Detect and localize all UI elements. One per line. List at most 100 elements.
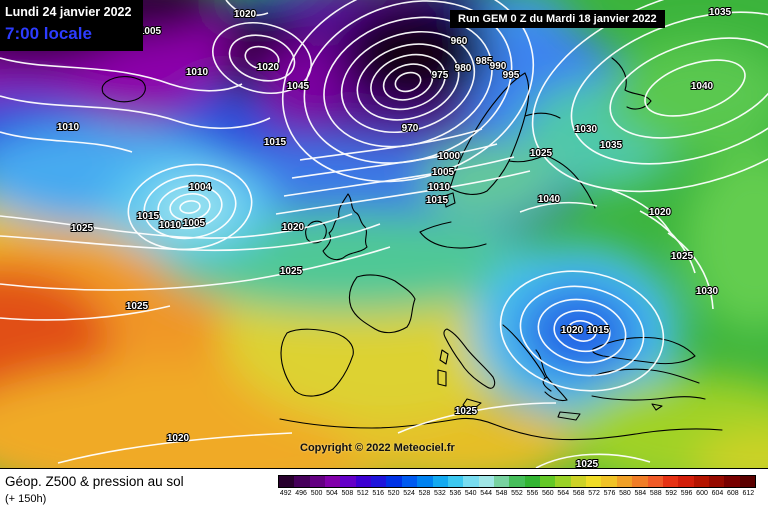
scale-tick: 572 (588, 490, 600, 497)
pressure-label: 1010 (186, 67, 209, 78)
scale-tick: 512 (356, 490, 369, 497)
pressure-label: 1010 (159, 220, 182, 231)
scale-segment (662, 476, 679, 487)
pressure-label: 960 (451, 36, 468, 47)
scale-tick: 524 (403, 490, 415, 497)
scale-tick: 596 (680, 490, 693, 497)
scale-tick: 504 (326, 490, 338, 497)
scale-tick: 612 (742, 490, 755, 497)
scale-segment (724, 476, 740, 487)
scale-segment (279, 476, 295, 487)
pressure-label: 1015 (137, 211, 160, 222)
pressure-label: 990 (490, 61, 507, 72)
scale-tick: 492 (279, 490, 292, 497)
pressure-label: 985 (476, 56, 493, 67)
pressure-label: 1004 (189, 182, 212, 193)
scale-segment (325, 476, 341, 487)
run-info: Run GEM 0 Z du Mardi 18 janvier 2022 (450, 10, 665, 28)
scale-tick: 584 (634, 490, 647, 497)
coastlines (101, 57, 723, 441)
scale-segment (401, 476, 418, 487)
pressure-label: 1040 (538, 194, 561, 205)
scale-tick: 588 (649, 490, 662, 497)
pressure-label: 1025 (71, 223, 94, 234)
isobar-contours (0, 0, 768, 468)
scale-segment (616, 476, 633, 487)
pressure-label: 1020 (167, 433, 190, 444)
scale-segment (478, 476, 494, 487)
pressure-label: 1025 (576, 459, 599, 468)
scale-segment (386, 476, 402, 487)
scale-segment (524, 476, 541, 487)
pressure-label: 1015 (426, 195, 449, 206)
map-title: Géop. Z500 & pression au sol (5, 474, 184, 489)
copyright-text: Copyright © 2022 Meteociel.fr (300, 442, 455, 454)
color-scale-bar (278, 475, 756, 488)
pressure-label: 1025 (126, 301, 149, 312)
scale-segment (632, 476, 648, 487)
weather-map: 1020 1005 1010 1020 1045 1010 1015 1004 1015 1010… (0, 0, 768, 468)
scale-segment (463, 476, 479, 487)
pressure-label: 1030 (696, 286, 719, 297)
pressure-label: 1005 (139, 26, 162, 37)
pressure-label: 1020 (649, 207, 672, 218)
scale-tick: 508 (341, 490, 354, 497)
scale-tick: 600 (696, 490, 708, 497)
scale-segment (647, 476, 663, 487)
scale-tick: 556 (526, 490, 539, 497)
scale-segment (739, 476, 755, 487)
scale-tick: 516 (372, 490, 385, 497)
color-scale-ticks: 492 496 500 504 508 512 516 520 524 528 532 536 540 5… (278, 489, 756, 498)
pressure-label: 1035 (600, 140, 623, 151)
pressure-label: 1005 (183, 218, 206, 229)
scale-tick: 608 (727, 490, 739, 497)
scale-tick: 528 (418, 490, 431, 497)
scale-tick: 520 (387, 490, 400, 497)
pressure-label: 1025 (671, 251, 694, 262)
lead-time: (+ 150h) (5, 493, 47, 505)
scale-segment (693, 476, 709, 487)
scale-segment (601, 476, 617, 487)
scale-segment (340, 476, 356, 487)
scale-tick: 544 (480, 490, 492, 497)
pressure-label: 1015 (587, 325, 610, 336)
scale-segment (309, 476, 326, 487)
field-blobs (0, 0, 768, 468)
scale-tick: 568 (572, 490, 585, 497)
pressure-label: 1020 (234, 9, 257, 20)
scale-segment (708, 476, 725, 487)
pressure-label: 1020 (282, 222, 305, 233)
pressure-label: 1025 (280, 266, 303, 277)
pressure-label: 1005 (432, 167, 455, 178)
valid-date: Lundi 24 janvier 2022 (5, 5, 132, 19)
scale-segment (294, 476, 310, 487)
pressure-label: 1025 (530, 148, 553, 159)
scale-segment (555, 476, 571, 487)
scale-segment (371, 476, 387, 487)
pressure-label: 1025 (455, 406, 478, 417)
pressure-label: 1020 (257, 62, 280, 73)
scale-segment (678, 476, 694, 487)
valid-date-box: Lundi 24 janvier 2022 7:00 locale (0, 0, 144, 51)
scale-segment (586, 476, 602, 487)
scale-tick: 536 (449, 490, 462, 497)
pressure-label: 1000 (438, 151, 461, 162)
scale-segment (417, 476, 433, 487)
pressure-label: 980 (455, 63, 472, 74)
pressure-label: 1020 (561, 325, 584, 336)
scale-tick: 560 (541, 490, 554, 497)
pressure-label: 1015 (264, 137, 287, 148)
pressure-label: 1035 (709, 7, 732, 18)
pressure-label: 1045 (287, 81, 310, 92)
pressure-label: 1010 (428, 182, 451, 193)
scale-tick: 540 (464, 490, 477, 497)
valid-time: 7:00 locale (5, 24, 92, 43)
scale-segment (447, 476, 464, 487)
scale-tick: 496 (295, 490, 307, 497)
pressure-label: 1040 (691, 81, 714, 92)
pressure-label: 1010 (57, 122, 80, 133)
scale-segment (355, 476, 372, 487)
